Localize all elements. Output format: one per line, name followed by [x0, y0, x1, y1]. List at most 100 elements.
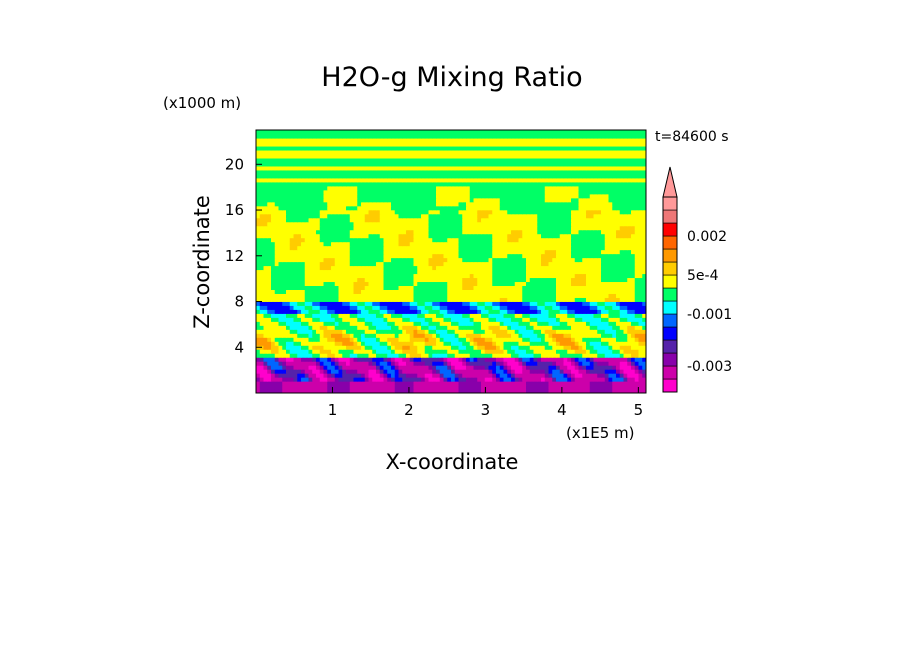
- heatmap-cell: [334, 285, 340, 290]
- heatmap-cell: [559, 329, 565, 334]
- heatmap-cell: [451, 213, 456, 219]
- heatmap-cell: [582, 369, 587, 374]
- heatmap-cell: [623, 285, 628, 290]
- heatmap-cell: [552, 325, 557, 330]
- heatmap-cell: [477, 265, 482, 271]
- heatmap-cell: [361, 217, 366, 223]
- heatmap-cell: [522, 265, 527, 271]
- heatmap-cell: [413, 237, 418, 243]
- heatmap-cell: [361, 357, 366, 362]
- heatmap-cell: [278, 365, 283, 370]
- heatmap-cell: [529, 209, 535, 215]
- heatmap-cell: [499, 333, 505, 338]
- heatmap-cell: [424, 249, 430, 255]
- heatmap-cell: [439, 381, 445, 386]
- heatmap-cell: [304, 341, 310, 346]
- heatmap-cell: [406, 337, 411, 342]
- heatmap-cell: [274, 369, 280, 374]
- heatmap-cell: [522, 361, 527, 366]
- heatmap-cell: [297, 237, 302, 243]
- heatmap-cell: [289, 265, 295, 271]
- heatmap-cell: [409, 305, 415, 310]
- heatmap-cell: [529, 269, 535, 275]
- heatmap-cell: [556, 305, 561, 310]
- heatmap-cell: [548, 317, 553, 322]
- heatmap-cell: [634, 373, 640, 378]
- heatmap-cell: [548, 205, 553, 211]
- heatmap-cell: [466, 293, 471, 298]
- heatmap-cell: [259, 337, 265, 342]
- heatmap-cell: [492, 309, 497, 314]
- heatmap-cell: [387, 273, 392, 279]
- heatmap-cell: [402, 317, 407, 322]
- heatmap-cell: [458, 389, 463, 393]
- heatmap-cell: [454, 233, 460, 239]
- heatmap-cell: [406, 253, 411, 259]
- heatmap-cell: [518, 329, 523, 334]
- heatmap-cell: [413, 385, 418, 390]
- heatmap-cell: [364, 225, 370, 231]
- heatmap-cell: [413, 349, 418, 354]
- heatmap-cell: [349, 233, 355, 239]
- heatmap-cell: [286, 201, 291, 207]
- heatmap-cell: [634, 273, 640, 279]
- heatmap-cell: [394, 301, 400, 306]
- heatmap-cell: [331, 221, 336, 227]
- heatmap-cell: [428, 273, 433, 279]
- heatmap-cell: [301, 213, 306, 219]
- heatmap-cell: [316, 333, 321, 338]
- heatmap-cell: [548, 217, 553, 223]
- heatmap-cell: [263, 241, 268, 247]
- heatmap-cell: [529, 365, 535, 370]
- heatmap-cell: [616, 209, 621, 215]
- heatmap-cell: [608, 301, 613, 306]
- heatmap-cell: [507, 277, 512, 283]
- heatmap-cell: [526, 305, 531, 310]
- heatmap-cell: [574, 301, 580, 306]
- heatmap-cell: [454, 229, 460, 235]
- heatmap-cell: [428, 345, 433, 350]
- heatmap-cell: [499, 209, 505, 215]
- heatmap-cell: [271, 237, 276, 243]
- heatmap-cell: [462, 273, 467, 279]
- heatmap-cell: [376, 305, 381, 310]
- heatmap-cell: [627, 245, 632, 251]
- heatmap-cell: [376, 377, 381, 382]
- heatmap-cell: [293, 257, 298, 263]
- heatmap-cell: [559, 221, 565, 227]
- heatmap-cell: [424, 389, 430, 393]
- heatmap-cell: [496, 373, 501, 378]
- heatmap-cell: [327, 305, 332, 310]
- heatmap-cell: [398, 373, 403, 378]
- heatmap-cell: [563, 293, 568, 298]
- heatmap-cell: [361, 281, 366, 287]
- heatmap-cell: [368, 389, 373, 393]
- heatmap-cell: [364, 337, 370, 342]
- heatmap-cell: [473, 241, 478, 247]
- heatmap-cell: [552, 365, 557, 370]
- heatmap-cell: [312, 241, 317, 247]
- heatmap-cell: [559, 201, 565, 207]
- heatmap-cell: [496, 313, 501, 318]
- heatmap-cell: [409, 333, 415, 338]
- heatmap-cell: [582, 373, 587, 378]
- heatmap-cell: [439, 257, 445, 263]
- heatmap-cell: [316, 305, 321, 310]
- heatmap-cell: [616, 293, 621, 298]
- heatmap-cell: [394, 265, 400, 271]
- heatmap-cell: [364, 297, 370, 302]
- heatmap-cell: [481, 253, 486, 259]
- heatmap-cell: [413, 297, 418, 302]
- heatmap-cell: [308, 301, 313, 306]
- heatmap-cell: [612, 365, 617, 370]
- heatmap-cell: [458, 293, 463, 298]
- heatmap-cell: [563, 237, 568, 243]
- heatmap-cell: [616, 249, 621, 255]
- heatmap-cell: [349, 365, 355, 370]
- heatmap-cell: [619, 377, 625, 382]
- heatmap-cell: [601, 377, 606, 382]
- heatmap-cell: [387, 381, 392, 386]
- heatmap-cell: [413, 309, 418, 314]
- heatmap-cell: [571, 365, 576, 370]
- heatmap-cell: [548, 309, 553, 314]
